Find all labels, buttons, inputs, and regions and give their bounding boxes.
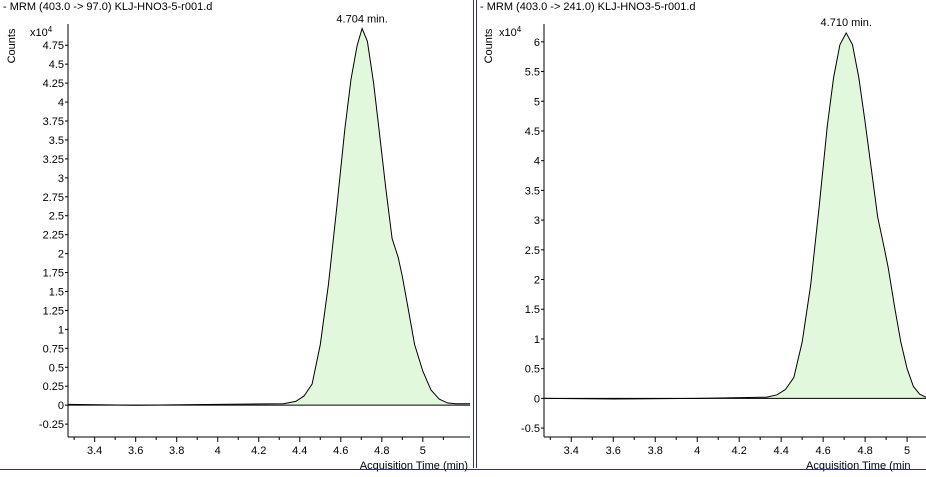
y-tick-label: -0.5 [521,423,540,435]
y-tick-label: 4 [534,156,540,168]
peak-area [766,32,926,399]
y-tick-label: 3.5 [49,135,64,147]
y-tick-label: 5.5 [525,67,540,79]
x-tick-label: 5 [904,445,910,457]
y-tick-label: 4.5 [49,59,64,71]
y-multiplier: x104 [30,25,53,39]
y-tick-label: 0.5 [525,364,540,376]
y-tick-label: 0 [58,400,64,412]
y-tick-label: 2 [58,249,64,261]
x-axis-label: Acquisition Time (min [806,460,911,472]
x-tick-label: 3.8 [648,445,663,457]
chromatogram-left: Counts x104 -0.25 0 0.25 0.5 0.75 1 1.25 1.5 1.75 2… [6,13,470,472]
y-tick-label: 1 [534,334,540,346]
y-tick-label: -0.25 [39,419,64,431]
bottom-rule [0,469,926,470]
x-tick-label: 4 [694,445,700,457]
x-tick-label: 4.8 [374,445,389,457]
x-tick-label: 5 [420,445,426,457]
y-tick-label: 3 [58,173,64,185]
y-tick-label: 3 [534,215,540,227]
x-tick-label: 4.4 [774,445,789,457]
x-tick-label: 3.6 [606,445,621,457]
chart-title-left: - MRM (403.0 -> 97.0) KLJ-HNO3-5-r001.d [3,1,213,13]
y-tick-label: 2.5 [525,245,540,257]
x-tick-label: 4.2 [251,445,266,457]
x-tick-label: 4.2 [732,445,747,457]
peak-label: 4.710 min. [821,17,872,29]
y-tick-label: 0 [534,393,540,405]
x-tick-label: 3.6 [128,445,143,457]
trace-line [67,26,470,406]
y-tick-label: 4.25 [43,78,64,90]
y-tick-label: 6 [534,37,540,49]
y-tick-label: 4 [58,97,64,109]
pane-divider-left[interactable] [473,0,474,468]
pane-divider-right[interactable] [476,0,477,468]
y-tick-label: 0.75 [43,343,64,355]
y-tick-label: 2.5 [49,211,64,223]
chart-pane-left: - MRM (403.0 -> 97.0) KLJ-HNO3-5-r001.d … [3,1,470,472]
y-tick-label: 3.5 [525,185,540,197]
y-tick-label: 1 [58,324,64,336]
y-tick-label: 0.5 [49,362,64,374]
y-tick-label: 1.25 [43,305,64,317]
x-tick-label: 3.4 [564,445,579,457]
x-tick-label: 4.4 [292,445,307,457]
y-axis-label: Counts [483,28,495,63]
x-axis-label: Acquisition Time (min) [360,460,468,472]
x-tick-label: 4.6 [816,445,831,457]
chart-pane-right: - MRM (403.0 -> 241.0) KLJ-HNO3-5-r001.d… [477,0,926,477]
y-tick-label: 4.5 [525,126,540,138]
trace-line [543,31,926,400]
y-tick-label: 5 [534,96,540,108]
y-tick-label: 1.5 [525,304,540,316]
y-tick-label: 4.75 [43,40,64,52]
y-tick-label: 3.25 [43,154,64,166]
chromatogram-right: Counts x104 -0.5 0 0.5 1 1.5 2 2.5 3 3.5 4 4.5 5 5.5 6 3… [483,17,926,472]
y-tick-label: 0.25 [43,381,64,393]
x-tick-label: 3.4 [87,445,102,457]
peak-area [283,28,470,406]
y-multiplier: x104 [499,25,522,39]
y-tick-label: 2.25 [43,230,64,242]
y-tick-label: 3.75 [43,116,64,128]
y-axis-label: Counts [6,28,18,63]
y-tick-label: 1.5 [49,287,64,299]
y-tick-label: 2 [534,275,540,287]
x-tick-label: 4.6 [333,445,348,457]
x-tick-label: 4 [215,445,221,457]
y-tick-label: 1.75 [43,268,64,280]
y-tick-label: 2.75 [43,192,64,204]
x-tick-label: 4.8 [857,445,872,457]
x-tick-label: 3.8 [169,445,184,457]
peak-label: 4.704 min. [336,13,387,25]
chart-title-right: - MRM (403.0 -> 241.0) KLJ-HNO3-5-r001.d [480,1,696,13]
